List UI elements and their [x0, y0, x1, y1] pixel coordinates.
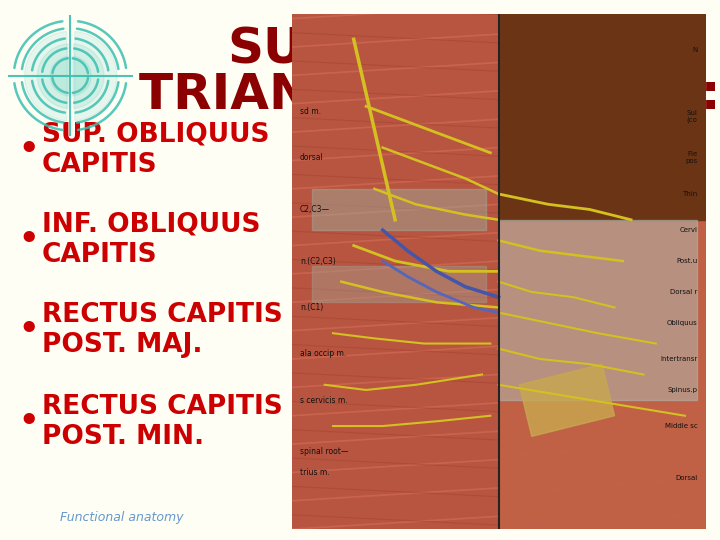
Text: spinal root—: spinal root— [300, 447, 348, 456]
Text: •: • [18, 407, 38, 437]
Text: dorsal: dorsal [300, 153, 323, 163]
Text: Intertransr: Intertransr [660, 356, 697, 362]
Text: Sul
(co: Sul (co [686, 110, 697, 123]
Polygon shape [519, 364, 615, 436]
Text: Cervi: Cervi [679, 227, 697, 233]
Text: INF. OBLIQUUS
CAPITIS: INF. OBLIQUUS CAPITIS [42, 212, 261, 268]
Text: •: • [18, 134, 38, 165]
Text: Middle sc: Middle sc [665, 423, 697, 429]
Bar [312, 266, 486, 302]
Text: Dorsal: Dorsal [675, 475, 697, 481]
Text: Thin: Thin [682, 191, 697, 197]
Text: trius m.: trius m. [300, 468, 330, 477]
Bar [292, 14, 498, 529]
Bar [498, 220, 698, 400]
Text: •: • [18, 225, 38, 255]
Text: n.(C2,C3): n.(C2,C3) [300, 256, 336, 266]
Text: TRIANGLE MUSCLES:: TRIANGLE MUSCLES: [139, 71, 720, 119]
Text: Post.u: Post.u [676, 258, 697, 264]
Text: N: N [692, 46, 697, 52]
Text: SUP. OBLIQUUS
CAPITIS: SUP. OBLIQUUS CAPITIS [42, 122, 269, 179]
Text: C2,C3—: C2,C3— [300, 205, 330, 214]
Text: ala occip m.: ala occip m. [300, 349, 346, 359]
Text: n.(C1): n.(C1) [300, 303, 323, 312]
Text: Spinus.p: Spinus.p [667, 387, 697, 393]
Text: RECTUS CAPITIS
POST. MIN.: RECTUS CAPITIS POST. MIN. [42, 394, 283, 450]
Text: RECTUS CAPITIS
POST. MAJ.: RECTUS CAPITIS POST. MAJ. [42, 301, 283, 359]
Text: s cervicis m.: s cervicis m. [300, 396, 348, 405]
Bar [498, 14, 706, 220]
Text: Fle
pos: Fle pos [685, 151, 697, 164]
Text: sd m.: sd m. [300, 107, 321, 116]
Text: Functional anatomy: Functional anatomy [60, 511, 184, 524]
Text: SUBOCCIPITAL: SUBOCCIPITAL [228, 26, 633, 74]
Bar [498, 14, 706, 220]
Bar [312, 189, 486, 230]
Text: Obliquus: Obliquus [667, 320, 697, 326]
Bar [498, 220, 706, 529]
Text: •: • [18, 314, 38, 346]
Text: Dorsal r: Dorsal r [670, 289, 697, 295]
